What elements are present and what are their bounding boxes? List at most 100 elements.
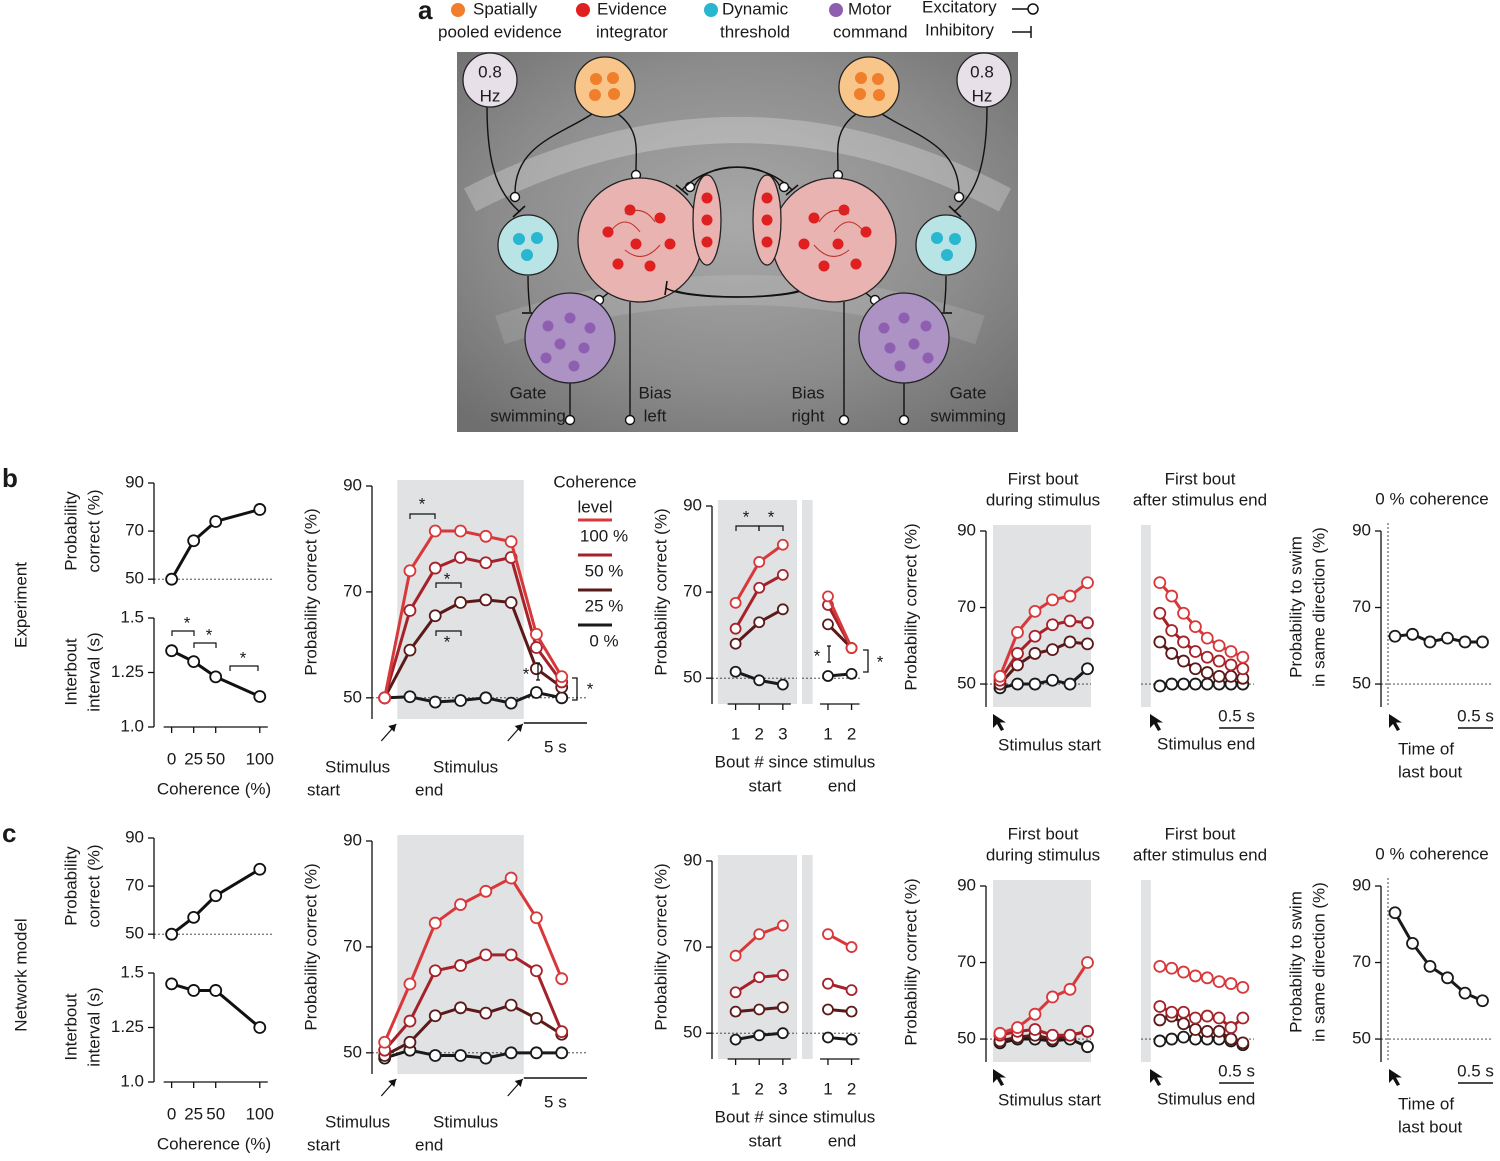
data-point	[729, 949, 742, 962]
chart: 1 2 end * *	[802, 500, 884, 795]
data-point	[822, 618, 834, 631]
y-tick-label: 1.5	[120, 607, 144, 626]
inhibitory-end	[675, 184, 689, 196]
node-wiring	[833, 221, 865, 233]
y-axis-label: Probability correct (%)	[301, 508, 320, 675]
y-tick-label: 70	[343, 581, 362, 600]
y-tick-label: 50	[683, 668, 702, 687]
data-point	[776, 969, 789, 981]
node-cell	[531, 232, 543, 244]
data-point	[1063, 677, 1077, 691]
data-point	[479, 948, 493, 962]
significance-bracket	[409, 513, 436, 519]
y-tick-label: 70	[957, 597, 976, 616]
data-point	[1224, 977, 1238, 990]
data-point	[454, 959, 467, 972]
data-point	[1063, 635, 1077, 649]
legend-label: 0 %	[589, 631, 618, 650]
data-point	[753, 556, 766, 568]
node-wiring	[818, 209, 850, 223]
data-point	[1177, 677, 1190, 691]
node-cell	[922, 352, 934, 364]
y-axis-label: Probability to swim	[1286, 536, 1305, 678]
chart: 1.0 1.25 1.5 Interbout interval (s) 0 25 50 100 C…	[61, 962, 273, 1153]
data-point	[1177, 654, 1190, 668]
node-cell	[850, 258, 862, 270]
data-point	[555, 1046, 569, 1060]
chart: 50 70 90 Probability correct (%) Coherence le…	[301, 472, 636, 799]
annotation: Time of	[1398, 739, 1454, 758]
data-point	[729, 596, 742, 609]
data-point	[428, 916, 442, 930]
x-tick-label: 25	[184, 1104, 203, 1123]
data-point	[1224, 658, 1238, 672]
data-point	[1200, 971, 1214, 985]
data-point	[1046, 643, 1059, 657]
data-point	[530, 641, 543, 654]
data-point	[479, 529, 493, 543]
data-point	[753, 674, 766, 687]
legend-title: level	[578, 497, 613, 516]
node-cell	[654, 212, 666, 224]
data-point	[479, 1051, 493, 1065]
data-point	[1153, 1013, 1167, 1027]
data-point	[1011, 1021, 1024, 1034]
y-axis-label: interval (s)	[84, 987, 103, 1066]
x-tick-label: 0	[167, 749, 176, 768]
data-point	[1236, 650, 1250, 664]
data-point	[753, 581, 766, 594]
x-tick-label: 25	[184, 749, 203, 768]
data-point	[1224, 1032, 1238, 1046]
output-label: Gate	[950, 383, 987, 402]
data-point	[1028, 647, 1042, 660]
legend-label: Dynamic	[722, 0, 789, 18]
data-point	[1189, 969, 1202, 983]
chart-title: First bout	[1008, 824, 1079, 843]
significance-star: *	[768, 507, 775, 526]
series-line	[826, 595, 853, 649]
data-point	[1046, 990, 1059, 1004]
significance-star: *	[877, 652, 884, 671]
excitatory-end	[624, 414, 636, 426]
node	[574, 56, 636, 118]
data-point	[428, 609, 442, 623]
data-point	[1028, 677, 1042, 691]
data-point	[1046, 673, 1059, 687]
data-point	[1388, 629, 1402, 643]
chart-title: 0 % coherence	[1375, 844, 1488, 863]
x-tick-label: 3	[778, 1079, 787, 1098]
stimulus-shade	[1141, 880, 1151, 1062]
annotation: start	[307, 780, 340, 799]
data-point	[403, 690, 417, 704]
data-point	[403, 564, 417, 578]
data-point	[1081, 1024, 1094, 1038]
node-cell	[832, 238, 844, 250]
output-label: swimming	[490, 406, 566, 425]
y-axis-label: in same direction (%)	[1309, 527, 1328, 687]
node-cell	[602, 226, 614, 238]
data-point	[1153, 959, 1167, 973]
annotation: last bout	[1398, 1117, 1463, 1136]
data-point	[1200, 631, 1214, 645]
y-tick-label: 50	[343, 1042, 362, 1061]
node	[497, 214, 559, 276]
data-point	[209, 515, 223, 528]
data-point	[776, 919, 789, 932]
connection	[486, 106, 521, 213]
x-tick-label: 2	[847, 1079, 856, 1098]
data-point	[729, 665, 742, 678]
data-point	[1441, 971, 1454, 985]
x-axis-label: Bout # since stimulus	[715, 752, 876, 771]
significance-bracket	[572, 677, 578, 701]
data-point	[1046, 1028, 1059, 1042]
data-point	[530, 662, 543, 676]
node-cell	[590, 73, 602, 85]
chart-title: First bout	[1165, 469, 1236, 488]
data-point	[822, 1031, 834, 1044]
x-tick-label: 1	[823, 724, 832, 743]
data-point	[1063, 614, 1077, 628]
data-point	[993, 1026, 1007, 1040]
data-point	[822, 977, 834, 990]
data-point	[1177, 606, 1190, 620]
